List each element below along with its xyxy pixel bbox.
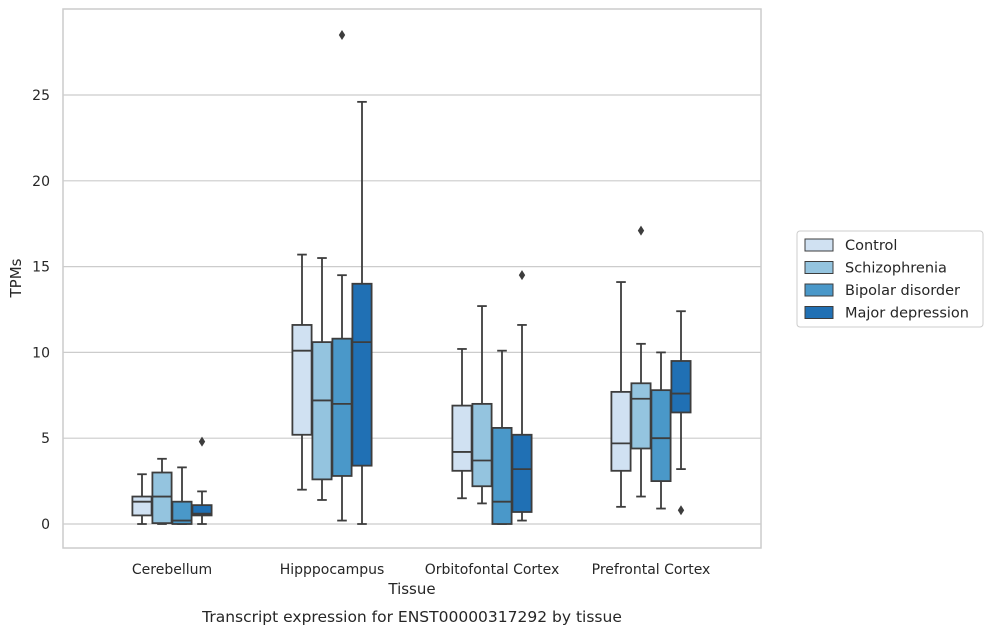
- legend: Control Schizophrenia Bipolar disorder Majo…: [796, 230, 984, 328]
- box: [471, 305, 493, 505]
- outlier-point: [637, 225, 645, 236]
- box-body: [630, 382, 652, 450]
- y-tick-label: 25: [32, 88, 50, 104]
- box-body: [511, 433, 533, 513]
- legend-swatch: [804, 283, 834, 297]
- box-body: [331, 337, 353, 477]
- box: [171, 466, 193, 525]
- chart-caption: Transcript expression for ENST0000031729…: [201, 608, 622, 626]
- y-tick-label: 15: [32, 260, 50, 276]
- x-axis-label: Tissue: [387, 580, 435, 598]
- outlier-point: [518, 270, 526, 281]
- box-body: [471, 402, 493, 488]
- box: [451, 348, 473, 500]
- box: [131, 473, 153, 525]
- box: [511, 270, 533, 522]
- box: [650, 351, 672, 510]
- outlier-point: [198, 436, 206, 447]
- legend-swatch: [804, 261, 834, 274]
- outlier-point: [677, 505, 685, 516]
- legend-swatch: [804, 238, 834, 252]
- box-plot-series: [131, 29, 692, 525]
- x-tick-label: Orbitofontal Cortex: [425, 562, 560, 578]
- x-tick-label: Cerebellum: [132, 562, 212, 578]
- box: [630, 225, 652, 498]
- box: [670, 310, 692, 516]
- box-body: [351, 282, 373, 467]
- y-tick-labels: 0 5 10 15 20 25: [32, 88, 50, 533]
- box-body: [291, 324, 313, 436]
- legend-label: Bipolar disorder: [845, 283, 960, 299]
- box-body: [491, 427, 513, 525]
- legend-swatch: [804, 306, 834, 319]
- y-tick-label: 10: [32, 345, 50, 361]
- box: [331, 29, 353, 522]
- grid-lines: [63, 94, 761, 525]
- box: [291, 253, 313, 491]
- box-body: [451, 404, 473, 472]
- box-body: [131, 495, 153, 517]
- box: [491, 349, 513, 525]
- y-axis-label: TPMs: [7, 258, 25, 298]
- box: [191, 436, 213, 525]
- box-body: [610, 390, 632, 472]
- box: [311, 257, 333, 501]
- legend-label: Control: [845, 238, 897, 254]
- box-body: [670, 360, 692, 414]
- x-tick-labels: Cerebellum Hipppocampus Orbitofontal Corte…: [132, 562, 710, 578]
- box-body: [311, 341, 333, 481]
- box: [610, 281, 632, 508]
- legend-frame: [796, 230, 984, 328]
- x-tick-label: Prefrontal Cortex: [592, 562, 711, 578]
- y-tick-label: 5: [41, 431, 50, 447]
- box-body: [191, 504, 213, 517]
- x-tick-label: Hipppocampus: [280, 562, 385, 578]
- box: [351, 100, 373, 525]
- outlier-point: [338, 29, 346, 40]
- box: [151, 457, 173, 525]
- y-tick-label: 20: [32, 174, 50, 190]
- y-tick-label: 0: [41, 517, 50, 533]
- legend-label: Schizophrenia: [845, 261, 947, 277]
- box-body: [151, 471, 173, 525]
- legend-label: Major depression: [845, 306, 969, 322]
- plot-frame: [62, 8, 762, 549]
- box-body: [650, 389, 672, 483]
